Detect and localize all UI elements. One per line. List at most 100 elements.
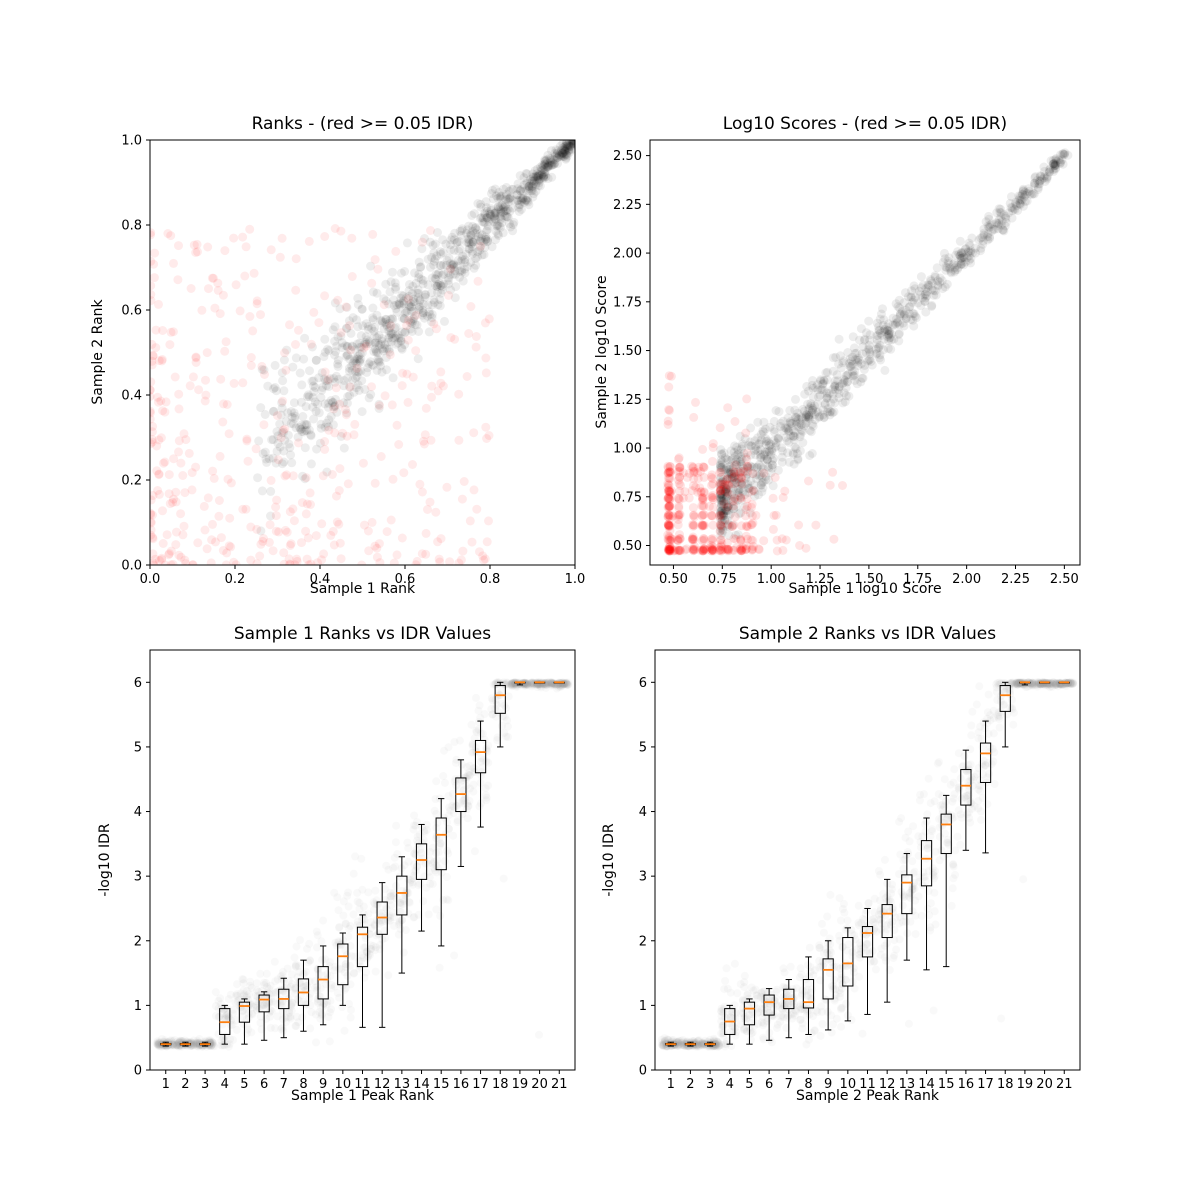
x-tick-label: 11: [354, 1077, 371, 1092]
box-rank-13: [396, 856, 408, 974]
ranks-plot-title: Ranks - (red >= 0.05 IDR): [251, 114, 474, 134]
sample2-idr-box-boxes: [665, 681, 1070, 1047]
x-tick-label: 20: [1036, 1077, 1053, 1092]
ranks-plot-xlabel: Sample 1 Rank: [309, 581, 416, 597]
y-tick-label: 0: [134, 1064, 142, 1079]
x-tick-label: 1.50: [854, 572, 883, 587]
sample1-idr-box-boxes: [160, 681, 565, 1047]
box-rank-21: [553, 681, 565, 684]
box-rank-1: [665, 1041, 677, 1047]
sample2-boxplot-ylabel: -log10 IDR: [601, 823, 617, 897]
sample2-idr-box-x-ticks: 1 2 3 4 5 6 7 8 9 10 11 12 13 14 15 16 17 18 19 20 21: [667, 1070, 1073, 1092]
y-tick-label: 2: [639, 934, 647, 949]
x-tick-label: 15: [938, 1077, 955, 1092]
box-rank-17: [979, 720, 992, 854]
y-tick-label: 1: [134, 999, 142, 1014]
x-tick-label: 10: [335, 1077, 352, 1092]
y-tick-label: 1.50: [613, 344, 642, 359]
y-tick-label: 0.50: [613, 539, 642, 554]
box-rank-9: [317, 945, 329, 1026]
sample1-boxplot-xlabel: Sample 1 Peak Rank: [291, 1088, 434, 1104]
box-rank-1: [160, 1041, 172, 1047]
x-tick-label: 0.2: [225, 572, 246, 587]
x-tick-label: 21: [1056, 1077, 1073, 1092]
x-tick-label: 17: [472, 1077, 489, 1092]
x-tick-label: 12: [879, 1077, 896, 1092]
scores-plot-ylabel: Sample 2 log10 Score: [594, 275, 610, 429]
box-rank-11: [861, 907, 874, 1015]
box-rank-13: [901, 853, 913, 961]
box-rank-10: [842, 927, 854, 1022]
y-tick-label: 0.4: [121, 389, 142, 404]
y-tick-label: 0.2: [121, 474, 142, 489]
box-rank-9: [822, 940, 834, 1031]
box-rank-12: [376, 882, 388, 1028]
y-tick-label: 6: [134, 676, 142, 691]
x-tick-label: 21: [551, 1077, 568, 1092]
x-tick-label: 5: [745, 1077, 753, 1092]
x-tick-label: 2.50: [1050, 572, 1079, 587]
x-tick-label: 13: [899, 1077, 916, 1092]
y-tick-label: 2.00: [613, 247, 642, 262]
x-tick-label: 1: [162, 1077, 170, 1092]
y-tick-label: 0.75: [613, 490, 642, 505]
box-rank-15: [435, 798, 447, 947]
sample1-boxplot-title: Sample 1 Ranks vs IDR Values: [233, 624, 492, 644]
box-rank-7: [783, 979, 795, 1039]
box-rank-3: [199, 1041, 211, 1047]
y-tick-label: 2.25: [613, 198, 642, 213]
scores-scatter-insignificant-points: [663, 371, 847, 556]
y-tick-label: 4: [134, 805, 142, 820]
box-rank-4: [219, 1004, 231, 1045]
x-tick-label: 2: [181, 1077, 189, 1092]
y-tick-label: 1.25: [613, 393, 642, 408]
x-tick-label: 1.0: [565, 572, 586, 587]
box-rank-11: [356, 914, 369, 1028]
x-tick-label: 0.6: [395, 572, 416, 587]
x-tick-label: 17: [977, 1077, 994, 1092]
box-rank-2: [179, 1041, 192, 1047]
x-tick-label: 14: [918, 1077, 935, 1092]
x-tick-label: 4: [726, 1077, 734, 1092]
sample1-boxplot-ylabel: -log10 IDR: [97, 823, 113, 897]
x-tick-label: 20: [531, 1077, 548, 1092]
box-rank-5: [743, 998, 756, 1045]
x-tick-label: 19: [1017, 1077, 1034, 1092]
x-tick-label: 0.75: [708, 572, 737, 587]
x-tick-label: 13: [394, 1077, 411, 1092]
ranks-scatter-insignificant-points: [150, 224, 494, 565]
x-tick-label: 18: [492, 1077, 509, 1092]
scores-plot-title: Log10 Scores - (red >= 0.05 IDR): [722, 114, 1008, 134]
x-tick-label: 5: [240, 1077, 248, 1092]
y-tick-label: 5: [134, 740, 142, 755]
scores-scatter-data-layer: [663, 148, 1073, 556]
x-tick-label: 2.00: [952, 572, 981, 587]
x-tick-label: 14: [413, 1077, 430, 1092]
y-tick-label: 0: [639, 1064, 647, 1079]
x-tick-label: 0.0: [140, 572, 161, 587]
y-tick-label: 0.8: [121, 219, 142, 234]
x-tick-label: 11: [859, 1077, 876, 1092]
x-tick-label: 0.50: [659, 572, 688, 587]
scores-scatter-x-ticks: 0.50 0.75 1.00 1.25 1.50 1.75 2.00 2.25 2.50: [659, 565, 1079, 587]
y-tick-label: 0.0: [121, 559, 142, 574]
y-tick-label: 1.00: [613, 442, 642, 457]
x-tick-label: 8: [299, 1077, 307, 1092]
scores-scatter-plot: 0.50 0.75 1.00 1.25 1.50 1.75 2.00 2.25 2.50 0.50…: [613, 139, 1081, 587]
box-rank-4: [724, 1004, 736, 1045]
ranks-scatter-significant-points: [253, 140, 575, 536]
x-tick-label: 1.75: [903, 572, 932, 587]
box-rank-6: [763, 988, 775, 1041]
sample1-idr-box-data-layer: [152, 678, 573, 1051]
box-rank-19: [1019, 681, 1031, 686]
y-tick-label: 6: [639, 676, 647, 691]
box-rank-10: [337, 932, 349, 1006]
x-tick-label: 3: [706, 1077, 714, 1092]
box-rank-6: [258, 991, 270, 1041]
box-rank-21: [1058, 681, 1070, 684]
box-rank-2: [684, 1041, 697, 1047]
x-tick-label: 12: [374, 1077, 391, 1092]
